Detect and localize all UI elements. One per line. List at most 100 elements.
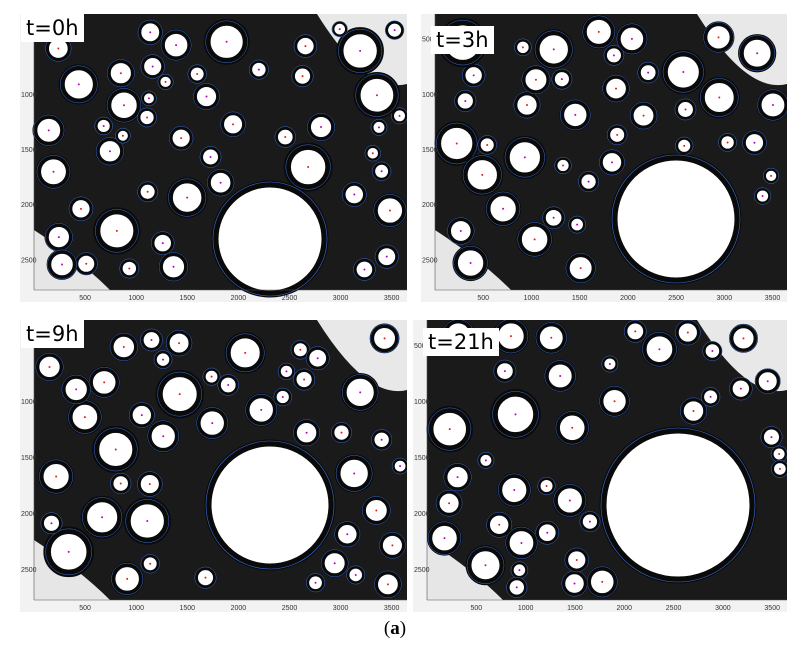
center-marker bbox=[140, 414, 143, 417]
detection-circle bbox=[370, 324, 399, 353]
detection-circle bbox=[361, 496, 391, 525]
detection-circle bbox=[371, 429, 393, 451]
x-tick-label: 2000 bbox=[231, 605, 247, 612]
caption-open: ( bbox=[383, 618, 391, 639]
detection-circle bbox=[379, 532, 406, 559]
center-marker bbox=[204, 576, 207, 579]
detection-circle bbox=[194, 566, 217, 589]
detection-circle bbox=[603, 45, 625, 66]
x-tick-label: 1500 bbox=[572, 295, 588, 302]
detection-circle bbox=[225, 333, 265, 373]
x-tick-label: 2500 bbox=[282, 295, 298, 302]
x-tick-label: 1500 bbox=[179, 295, 195, 302]
center-marker bbox=[575, 558, 578, 561]
x-tick-label: 3500 bbox=[765, 295, 781, 302]
detection-circle bbox=[205, 20, 248, 64]
detection-circle bbox=[353, 258, 376, 281]
detection-circle bbox=[493, 359, 517, 383]
center-marker bbox=[146, 520, 149, 523]
center-marker bbox=[533, 238, 536, 241]
x-tick-label: 2500 bbox=[666, 605, 682, 612]
detection-circle bbox=[616, 23, 648, 55]
center-marker bbox=[521, 46, 524, 49]
x-tick-label: 500 bbox=[79, 295, 91, 302]
center-marker bbox=[101, 516, 104, 519]
panel-t3h: 500 1000 1500 2000 2500 3000 3500 500 1000 1500 20… bbox=[421, 14, 787, 302]
center-marker bbox=[520, 541, 523, 544]
center-marker bbox=[61, 263, 64, 266]
center-marker bbox=[513, 489, 516, 492]
detection-circle bbox=[274, 126, 296, 148]
detection-circle bbox=[206, 169, 235, 197]
x-tick-label: 3500 bbox=[384, 605, 400, 612]
detection-circle bbox=[629, 101, 658, 130]
detection-circle bbox=[305, 346, 330, 371]
x-tick-label: 3500 bbox=[764, 605, 780, 612]
center-marker bbox=[260, 408, 263, 411]
center-marker bbox=[766, 380, 769, 383]
x-tick-label: 500 bbox=[477, 295, 489, 302]
center-marker bbox=[148, 483, 151, 486]
center-marker bbox=[588, 520, 591, 523]
detection-circle bbox=[582, 15, 616, 49]
y-tick-label: 2500 bbox=[21, 257, 37, 264]
detection-circle bbox=[537, 476, 556, 495]
detection-circle bbox=[729, 324, 758, 353]
center-marker bbox=[316, 357, 319, 360]
center-marker bbox=[103, 381, 106, 384]
detection-circle bbox=[602, 74, 630, 103]
center-marker bbox=[209, 156, 212, 159]
time-label: t=21h bbox=[423, 328, 499, 356]
center-marker bbox=[616, 133, 619, 136]
center-marker bbox=[709, 395, 712, 398]
detection-circle bbox=[157, 73, 174, 90]
detection-circle bbox=[600, 427, 756, 583]
detection-circle bbox=[338, 28, 383, 73]
center-marker bbox=[534, 78, 537, 81]
center-marker bbox=[398, 114, 401, 117]
y-tick-label: 1500 bbox=[422, 147, 438, 154]
center-marker bbox=[515, 586, 518, 589]
axes: 500 1000 1500 2000 2500 3000 3500 500 1000 1500 20… bbox=[414, 320, 787, 612]
detection-circle bbox=[153, 350, 173, 369]
detection-circle bbox=[47, 249, 77, 280]
detection-circle bbox=[384, 20, 405, 40]
center-marker bbox=[205, 95, 208, 98]
detection-circle bbox=[158, 252, 189, 282]
bubble-image-t0h: 5001000150020002500300035005001000150020… bbox=[21, 14, 407, 302]
detection-circle bbox=[293, 34, 318, 58]
center-marker bbox=[128, 267, 131, 270]
center-marker bbox=[756, 52, 759, 55]
y-tick-label: 1500 bbox=[414, 455, 430, 462]
detection-circle bbox=[372, 161, 392, 181]
center-marker bbox=[353, 472, 356, 475]
center-marker bbox=[281, 396, 284, 399]
detection-circle bbox=[754, 368, 781, 395]
center-marker bbox=[552, 216, 555, 219]
center-marker bbox=[79, 207, 82, 210]
x-tick-label: 1500 bbox=[179, 605, 195, 612]
detection-circle bbox=[578, 171, 599, 193]
center-marker bbox=[385, 255, 388, 258]
detection-circle bbox=[109, 332, 138, 362]
detection-circle bbox=[466, 546, 505, 584]
detection-circle bbox=[277, 362, 296, 381]
center-marker bbox=[771, 103, 774, 106]
center-marker bbox=[498, 523, 501, 526]
detection-circle bbox=[168, 126, 194, 151]
detection-circle bbox=[534, 30, 573, 69]
detection-circle bbox=[757, 89, 787, 121]
center-marker bbox=[579, 267, 582, 270]
center-marker bbox=[164, 80, 167, 83]
detection-circle bbox=[140, 554, 160, 574]
center-marker bbox=[320, 126, 323, 129]
detection-circle bbox=[106, 59, 135, 88]
center-marker bbox=[509, 335, 512, 338]
detection-circle bbox=[137, 181, 158, 203]
detection-circle bbox=[217, 374, 239, 396]
center-marker bbox=[108, 150, 111, 153]
center-marker bbox=[178, 393, 181, 396]
detection-circle bbox=[391, 107, 407, 125]
detection-circle bbox=[115, 127, 131, 144]
center-marker bbox=[560, 78, 563, 81]
